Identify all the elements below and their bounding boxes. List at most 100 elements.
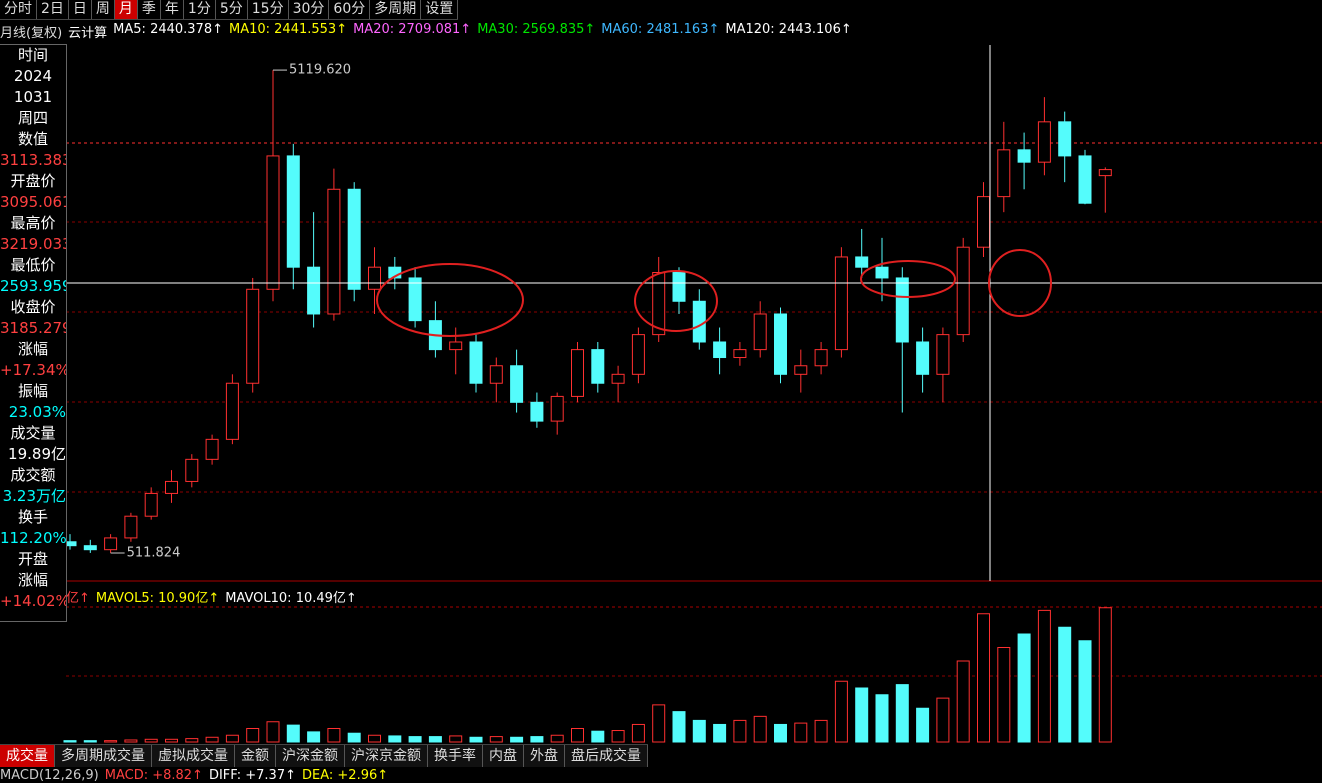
period-tab[interactable]: 设置 xyxy=(421,0,459,19)
volume-bar xyxy=(1098,607,1112,743)
period-tab[interactable]: 分时 xyxy=(0,0,37,19)
indicator-tab[interactable]: 盘后成交量 xyxy=(565,745,648,767)
candle-body xyxy=(510,365,524,403)
period-tab[interactable]: 5分 xyxy=(216,0,248,19)
volume-bar xyxy=(753,715,767,743)
ma-value: MA120: 2443.106↑ xyxy=(725,22,852,37)
candle-body xyxy=(753,313,767,351)
info-label: 最高价 xyxy=(10,214,56,232)
ma-value: MA60: 2481.163↑ xyxy=(601,22,720,37)
indicator-tab[interactable]: 换手率 xyxy=(428,745,483,767)
info-label: 时间 xyxy=(17,46,48,64)
candle-body xyxy=(1058,121,1072,157)
volume-bar xyxy=(1017,633,1031,743)
volume-bar xyxy=(1037,609,1051,743)
ellipses xyxy=(376,249,1052,337)
info-value: 112.20% xyxy=(0,529,66,547)
candle-body xyxy=(631,334,645,375)
candle-body xyxy=(205,438,219,460)
period-tab[interactable]: 年 xyxy=(161,0,184,19)
volume-bar xyxy=(814,719,828,743)
volume-bar xyxy=(977,613,990,743)
ma-value: MA10: 2441.553↑ xyxy=(229,22,348,37)
candle-body xyxy=(307,266,321,315)
indicator-tab[interactable]: 沪深京金额 xyxy=(345,745,428,767)
ma-legend: 月线(复权) 云计算 MA5: 2440.378↑ MA10: 2441.553↑… xyxy=(0,22,852,41)
info-value: 23.03% xyxy=(8,403,66,421)
indicator-tab[interactable]: 沪深金额 xyxy=(276,745,345,767)
period-tab[interactable]: 日 xyxy=(69,0,92,19)
candle-body xyxy=(997,149,1011,198)
period-tab[interactable]: 1分 xyxy=(184,0,216,19)
ellipse xyxy=(988,249,1052,317)
volume-bar xyxy=(246,728,260,743)
volume-bar xyxy=(611,730,625,743)
vol-legend-item: 亿↑ xyxy=(66,591,90,606)
info-label: 涨幅 xyxy=(17,571,48,589)
info-value: +17.34% xyxy=(0,361,66,379)
ellipse xyxy=(634,270,718,332)
volume-bar xyxy=(733,719,747,743)
candle-body xyxy=(1037,121,1051,163)
period-tab[interactable]: 2日 xyxy=(37,0,69,19)
period-tab[interactable]: 季 xyxy=(138,0,161,19)
volume-bar xyxy=(83,740,97,743)
volume-bar xyxy=(672,711,686,743)
period-tab[interactable]: 月 xyxy=(114,0,138,19)
volume-bar xyxy=(875,694,889,743)
candle-body xyxy=(672,271,686,302)
candle-body xyxy=(652,271,666,336)
annotation: 511.824 xyxy=(127,546,181,561)
candle-body xyxy=(692,300,706,343)
volume-bar xyxy=(185,738,199,743)
stock-name: 云计算 xyxy=(68,26,108,41)
period-tab[interactable]: 30分 xyxy=(289,0,330,19)
info-label: 最低价 xyxy=(10,256,56,274)
info-value: 3095.061 xyxy=(0,193,66,211)
period-toolbar: 分时 2日日周月季年 1分 5分 15分 30分 60分 多周期 设置 xyxy=(0,0,459,20)
volume-bar xyxy=(936,697,950,743)
period-tab[interactable]: 15分 xyxy=(248,0,289,19)
period-tab[interactable]: 周 xyxy=(92,0,115,19)
candle-body xyxy=(408,277,422,322)
volume-bar xyxy=(104,740,118,743)
grid xyxy=(66,142,1322,677)
volume-bar xyxy=(266,721,280,743)
volume-bar xyxy=(63,740,77,743)
vol-legend-item: MAVOL10: 10.49亿↑ xyxy=(225,591,357,606)
indicator-tab[interactable]: 成交量 xyxy=(0,745,55,767)
volume-bar xyxy=(1078,640,1092,743)
indicator-tab[interactable]: 金额 xyxy=(235,745,276,767)
macd-item: MACD(12,26,9) xyxy=(0,768,99,783)
candle-body xyxy=(774,313,787,375)
volume-bar xyxy=(652,704,666,743)
info-value: 3.23万亿 xyxy=(2,487,66,505)
volume-bar xyxy=(956,660,970,743)
ma-value: MA5: 2440.378↑ xyxy=(113,22,223,37)
volume-bar xyxy=(327,728,341,743)
volume-bar xyxy=(916,707,930,743)
macd-item: DIFF: +7.37↑ xyxy=(208,768,296,783)
indicator-tab[interactable]: 外盘 xyxy=(524,745,565,767)
period-tab[interactable]: 60分 xyxy=(329,0,371,19)
candle-body xyxy=(571,349,584,397)
candle-body xyxy=(327,188,341,315)
indicator-tab[interactable]: 虚拟成交量 xyxy=(152,745,235,767)
candle-body xyxy=(225,382,239,440)
candle-body xyxy=(1078,155,1092,204)
candle-body xyxy=(855,256,869,268)
indicator-tab[interactable]: 内盘 xyxy=(483,745,524,767)
candle-body xyxy=(814,349,828,367)
candle-body xyxy=(489,365,503,384)
candle-body xyxy=(1017,149,1031,163)
ellipse xyxy=(376,263,524,337)
macd-legend: MACD(12,26,9) MACD: +8.82↑ DIFF: +7.37↑ DEA… xyxy=(0,768,388,783)
period-tab[interactable]: 多周期 xyxy=(370,0,422,19)
volume-bar xyxy=(530,736,544,743)
volume-bar xyxy=(165,738,178,743)
volume-bar xyxy=(997,647,1011,743)
indicator-tab[interactable]: 多周期成交量 xyxy=(55,745,152,767)
vol-legend-item: MAVOL5: 10.90亿↑ xyxy=(95,591,220,606)
info-label: 成交额 xyxy=(10,466,56,484)
